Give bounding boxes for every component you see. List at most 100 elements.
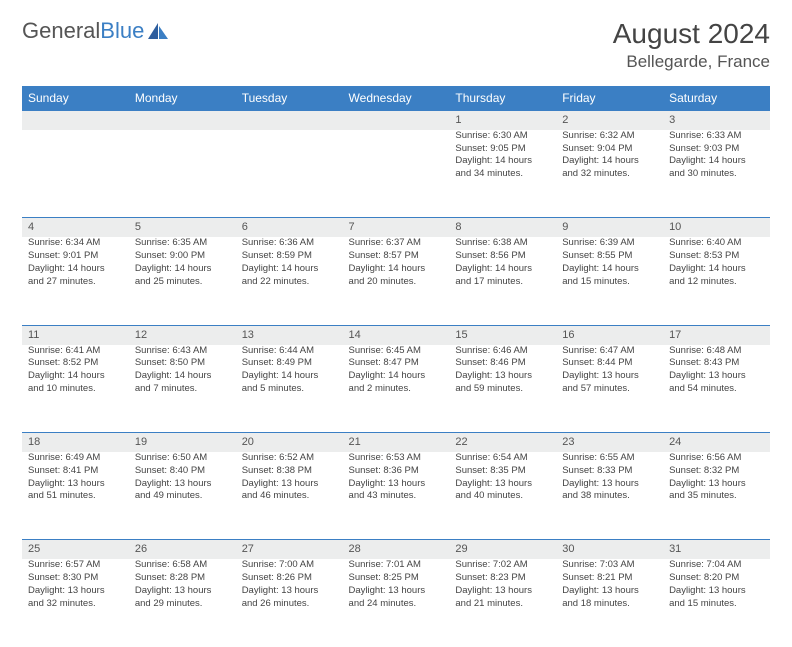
day-line: Sunrise: 6:47 AM: [562, 345, 657, 358]
day-number: 15: [449, 325, 556, 344]
day-number-row: 45678910: [22, 218, 770, 237]
day-line: Daylight: 13 hours and 15 minutes.: [669, 585, 764, 611]
day-line: Sunset: 9:03 PM: [669, 143, 764, 156]
day-line: Sunrise: 7:04 AM: [669, 559, 764, 572]
day-line: Daylight: 13 hours and 21 minutes.: [455, 585, 550, 611]
day-line: Daylight: 13 hours and 24 minutes.: [349, 585, 444, 611]
calendar-table: SundayMondayTuesdayWednesdayThursdayFrid…: [22, 86, 770, 647]
logo-sail-icon: [146, 21, 170, 41]
day-cell: Sunrise: 6:38 AMSunset: 8:56 PMDaylight:…: [449, 237, 556, 325]
day-cell: Sunrise: 6:46 AMSunset: 8:46 PMDaylight:…: [449, 345, 556, 433]
day-line: Sunset: 8:32 PM: [669, 465, 764, 478]
day-number: 2: [556, 111, 663, 130]
day-cell: Sunrise: 6:30 AMSunset: 9:05 PMDaylight:…: [449, 130, 556, 218]
day-line: Daylight: 13 hours and 54 minutes.: [669, 370, 764, 396]
day-cell: Sunrise: 6:43 AMSunset: 8:50 PMDaylight:…: [129, 345, 236, 433]
day-number: 26: [129, 540, 236, 559]
day-line: Daylight: 14 hours and 20 minutes.: [349, 263, 444, 289]
day-number: 19: [129, 433, 236, 452]
day-number-row: 18192021222324: [22, 433, 770, 452]
day-number: 25: [22, 540, 129, 559]
day-cell: Sunrise: 6:45 AMSunset: 8:47 PMDaylight:…: [343, 345, 450, 433]
day-number: 31: [663, 540, 770, 559]
day-number: 18: [22, 433, 129, 452]
day-line: Daylight: 13 hours and 46 minutes.: [242, 478, 337, 504]
title-block: August 2024 Bellegarde, France: [613, 18, 770, 72]
day-line: Sunset: 8:35 PM: [455, 465, 550, 478]
day-line: Sunrise: 6:46 AM: [455, 345, 550, 358]
day-line: Sunset: 8:43 PM: [669, 357, 764, 370]
day-line: Sunset: 8:44 PM: [562, 357, 657, 370]
day-number: 30: [556, 540, 663, 559]
day-cell: Sunrise: 7:00 AMSunset: 8:26 PMDaylight:…: [236, 559, 343, 647]
day-cell: Sunrise: 6:41 AMSunset: 8:52 PMDaylight:…: [22, 345, 129, 433]
location: Bellegarde, France: [613, 52, 770, 72]
day-line: Daylight: 14 hours and 2 minutes.: [349, 370, 444, 396]
day-cell: Sunrise: 6:48 AMSunset: 8:43 PMDaylight:…: [663, 345, 770, 433]
day-cell: Sunrise: 6:39 AMSunset: 8:55 PMDaylight:…: [556, 237, 663, 325]
day-cell: [22, 130, 129, 218]
day-line: Sunrise: 6:54 AM: [455, 452, 550, 465]
day-line: Sunset: 8:50 PM: [135, 357, 230, 370]
day-line: Sunrise: 6:58 AM: [135, 559, 230, 572]
day-number: 10: [663, 218, 770, 237]
day-line: Sunrise: 6:38 AM: [455, 237, 550, 250]
day-line: Sunrise: 6:56 AM: [669, 452, 764, 465]
day-line: Sunrise: 7:00 AM: [242, 559, 337, 572]
day-number-row: 11121314151617: [22, 325, 770, 344]
day-line: Daylight: 14 hours and 34 minutes.: [455, 155, 550, 181]
day-number: 23: [556, 433, 663, 452]
day-line: Sunset: 8:38 PM: [242, 465, 337, 478]
day-cell: Sunrise: 6:34 AMSunset: 9:01 PMDaylight:…: [22, 237, 129, 325]
day-line: Sunrise: 6:33 AM: [669, 130, 764, 143]
day-line: Sunrise: 6:32 AM: [562, 130, 657, 143]
day-cell: Sunrise: 6:32 AMSunset: 9:04 PMDaylight:…: [556, 130, 663, 218]
day-cell: Sunrise: 6:44 AMSunset: 8:49 PMDaylight:…: [236, 345, 343, 433]
day-content-row: Sunrise: 6:30 AMSunset: 9:05 PMDaylight:…: [22, 130, 770, 218]
day-line: Daylight: 14 hours and 25 minutes.: [135, 263, 230, 289]
day-line: Daylight: 13 hours and 43 minutes.: [349, 478, 444, 504]
day-line: Sunrise: 6:52 AM: [242, 452, 337, 465]
day-number: 28: [343, 540, 450, 559]
day-cell: Sunrise: 6:35 AMSunset: 9:00 PMDaylight:…: [129, 237, 236, 325]
day-line: Daylight: 13 hours and 40 minutes.: [455, 478, 550, 504]
day-content-row: Sunrise: 6:57 AMSunset: 8:30 PMDaylight:…: [22, 559, 770, 647]
day-line: Sunrise: 6:40 AM: [669, 237, 764, 250]
day-number: 17: [663, 325, 770, 344]
day-cell: Sunrise: 6:47 AMSunset: 8:44 PMDaylight:…: [556, 345, 663, 433]
logo-text-2: Blue: [100, 18, 144, 44]
day-cell: Sunrise: 7:02 AMSunset: 8:23 PMDaylight:…: [449, 559, 556, 647]
day-line: Sunrise: 6:36 AM: [242, 237, 337, 250]
day-line: Daylight: 14 hours and 30 minutes.: [669, 155, 764, 181]
day-number: [22, 111, 129, 130]
day-line: Sunset: 8:26 PM: [242, 572, 337, 585]
day-number: [343, 111, 450, 130]
day-line: Sunrise: 6:41 AM: [28, 345, 123, 358]
day-line: Sunrise: 6:49 AM: [28, 452, 123, 465]
calendar-head: SundayMondayTuesdayWednesdayThursdayFrid…: [22, 86, 770, 111]
month-title: August 2024: [613, 18, 770, 50]
day-line: Sunset: 8:30 PM: [28, 572, 123, 585]
day-line: Sunrise: 6:34 AM: [28, 237, 123, 250]
day-line: Daylight: 13 hours and 38 minutes.: [562, 478, 657, 504]
day-number: 3: [663, 111, 770, 130]
day-number: 14: [343, 325, 450, 344]
day-line: Sunset: 8:36 PM: [349, 465, 444, 478]
day-number: 5: [129, 218, 236, 237]
day-line: Sunset: 8:20 PM: [669, 572, 764, 585]
weekday-header: Thursday: [449, 86, 556, 111]
day-cell: [236, 130, 343, 218]
weekday-header: Friday: [556, 86, 663, 111]
day-line: Daylight: 13 hours and 18 minutes.: [562, 585, 657, 611]
day-number: 12: [129, 325, 236, 344]
day-line: Daylight: 13 hours and 26 minutes.: [242, 585, 337, 611]
weekday-header: Saturday: [663, 86, 770, 111]
day-line: Sunset: 9:00 PM: [135, 250, 230, 263]
day-number: [236, 111, 343, 130]
day-line: Sunset: 8:33 PM: [562, 465, 657, 478]
day-number: 21: [343, 433, 450, 452]
day-line: Daylight: 13 hours and 32 minutes.: [28, 585, 123, 611]
day-line: Sunrise: 6:53 AM: [349, 452, 444, 465]
day-cell: Sunrise: 6:36 AMSunset: 8:59 PMDaylight:…: [236, 237, 343, 325]
day-number: 11: [22, 325, 129, 344]
